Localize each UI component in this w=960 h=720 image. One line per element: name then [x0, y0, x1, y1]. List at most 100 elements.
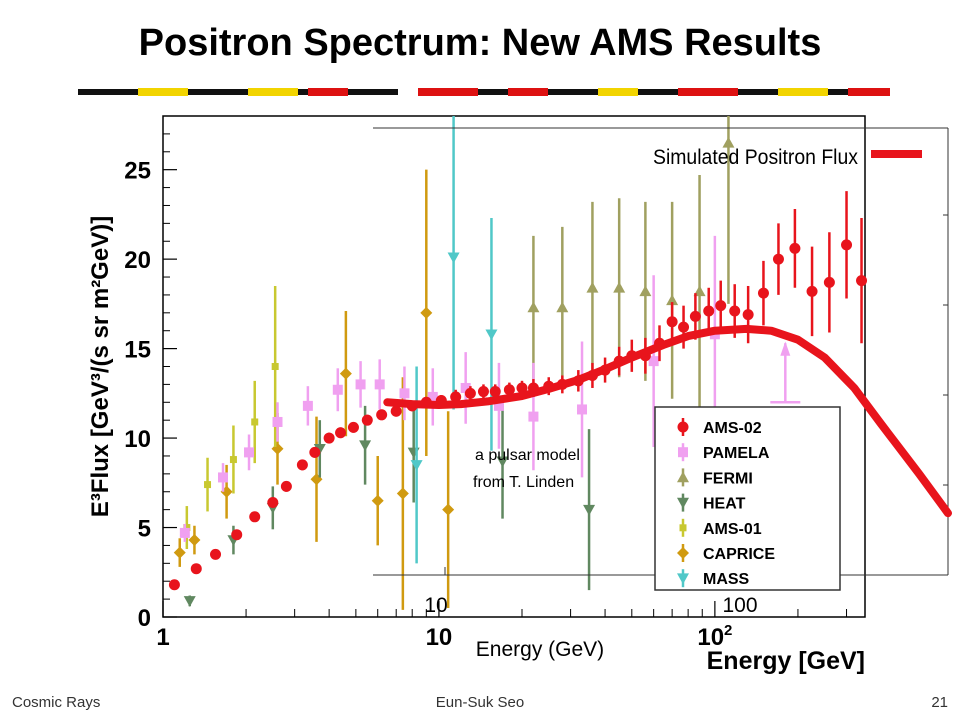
legend-marker-ams-01 [679, 524, 687, 532]
annotation-line-2: from T. Linden [473, 474, 574, 491]
point-heat [583, 504, 596, 516]
y-tick-label-15: 15 [124, 337, 151, 364]
point-ams-01 [204, 481, 212, 489]
point-mass [485, 329, 498, 341]
point-ams-02 [823, 276, 835, 288]
point-ams-02 [249, 511, 261, 523]
point-ams-02 [450, 391, 462, 403]
point-ams-02 [841, 239, 853, 251]
point-pamela [272, 416, 283, 427]
point-ams-02 [335, 427, 347, 439]
point-mass [447, 252, 460, 264]
point-ams-02 [376, 409, 388, 421]
point-ams-02 [323, 432, 335, 444]
point-caprice [396, 487, 409, 500]
point-ams-02 [806, 285, 818, 297]
title-decoration-bar [78, 88, 890, 96]
point-pamela [218, 472, 229, 483]
point-heat [183, 596, 196, 607]
point-caprice [188, 534, 201, 547]
point-ams-01 [251, 418, 259, 426]
point-fermi [666, 294, 679, 306]
slide-title: Positron Spectrum: New AMS Results [138, 22, 822, 64]
inset-x-axis-label: Energy (GeV) [476, 638, 604, 661]
inset-x-tick-label-10: 10 [424, 594, 447, 617]
legend-label-pamela: PAMELA [703, 445, 770, 462]
legend-marker-fermi [677, 471, 689, 483]
point-fermi [639, 285, 652, 297]
legend-marker-pamela [678, 447, 688, 458]
point-fermi [556, 301, 569, 313]
point-fermi [586, 281, 599, 293]
point-fermi [722, 136, 735, 148]
point-ams-02 [789, 242, 801, 254]
point-ams-02 [489, 386, 501, 398]
point-pamela [302, 400, 313, 411]
legend-label-mass: MASS [703, 571, 750, 588]
point-mass [410, 460, 423, 471]
point-ams-02 [309, 446, 321, 458]
point-ams-02 [267, 496, 279, 508]
positron-spectrum-chart: 0 5 10 15 20 25 1 10 102 E³Flux [GeV³/(s sr m²GeV… [87, 115, 952, 675]
point-ams-02 [516, 382, 528, 394]
point-pamela [374, 379, 385, 390]
inset-x-tick-label-100: 100 [722, 594, 757, 617]
point-ams-02 [729, 305, 741, 317]
legend-label-fermi: FERMI [703, 470, 753, 487]
point-ams-02 [503, 384, 515, 396]
annotation-line-1: a pulsar model [475, 447, 580, 464]
point-pamela [179, 527, 190, 538]
point-pamela [355, 379, 366, 390]
point-ams-02 [715, 300, 727, 312]
point-caprice [420, 306, 433, 319]
legend-label-ams-01: AMS-01 [703, 521, 762, 538]
footer-left: Cosmic Rays [12, 694, 101, 711]
point-pamela [493, 400, 504, 411]
point-fermi [613, 281, 626, 293]
point-pamela [427, 391, 438, 402]
y-tick-label-10: 10 [124, 426, 151, 453]
point-ams-02 [296, 459, 308, 471]
point-ams-02 [856, 275, 868, 287]
legend-marker-heat [677, 497, 689, 509]
point-ams-02 [361, 414, 373, 426]
point-ams-02 [666, 316, 678, 328]
y-tick-label-5: 5 [138, 516, 151, 543]
point-caprice [339, 367, 352, 380]
point-heat [359, 440, 372, 452]
footer-right: 21 [931, 694, 948, 711]
y-axis-label: E³Flux [GeV³/(s sr m²GeV)] [87, 216, 114, 517]
point-caprice [442, 503, 455, 516]
point-ams-02 [678, 321, 690, 333]
point-ams-02 [280, 480, 292, 492]
point-pamela [577, 404, 588, 415]
upper-limit-arrow-pamela [780, 341, 791, 356]
x-tick-label-1: 1 [156, 624, 169, 651]
model-curve [383, 324, 952, 518]
footer-center: Eun-Suk Seo [435, 694, 525, 711]
point-ams-02 [210, 548, 222, 560]
x-tick-label-100: 102 [697, 622, 732, 651]
point-ams-02 [390, 405, 402, 417]
x-tick-label-10: 10 [426, 624, 453, 651]
point-ams-02 [477, 386, 489, 398]
y-tick-label-0: 0 [138, 605, 151, 632]
point-pamela [244, 447, 255, 458]
point-ams-02 [231, 529, 243, 541]
point-heat [496, 456, 509, 468]
point-ams-02 [772, 253, 784, 265]
legend-marker-mass [677, 573, 689, 585]
point-pamela [528, 411, 539, 422]
point-pamela [460, 382, 471, 393]
point-caprice [173, 546, 186, 559]
point-heat [313, 444, 326, 455]
point-ams-02 [742, 309, 754, 321]
point-ams-02 [757, 287, 769, 299]
point-ams-02 [703, 305, 715, 317]
legend-marker-caprice [677, 547, 689, 559]
inset-legend-label: Simulated Positron Flux [653, 146, 858, 169]
y-tick-label-20: 20 [124, 247, 151, 274]
point-caprice [371, 494, 384, 507]
legend-label-ams-02: AMS-02 [703, 420, 762, 437]
point-pamela [332, 384, 343, 395]
